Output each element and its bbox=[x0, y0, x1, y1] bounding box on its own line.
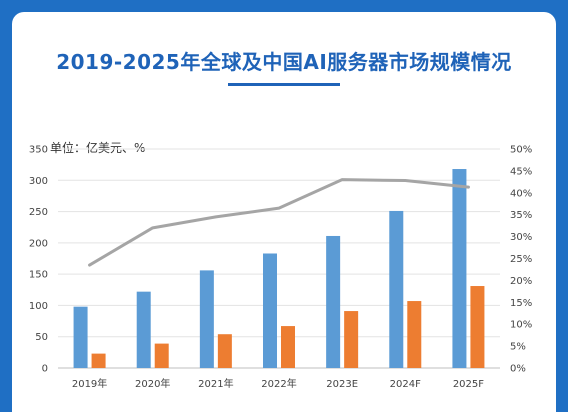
line-point bbox=[467, 185, 470, 189]
page-title: 2019-2025年全球及中国AI服务器市场规模情况 bbox=[56, 50, 512, 74]
bar-series-1-bar bbox=[326, 235, 341, 368]
bar-series-2-bar bbox=[154, 343, 169, 368]
bar-series-1-bar bbox=[452, 169, 467, 368]
right-axis-tick-label: 15% bbox=[510, 298, 532, 309]
unit-label: 单位：亿美元、% bbox=[50, 141, 146, 155]
bar-series bbox=[73, 169, 485, 368]
category-label: 2024F bbox=[390, 379, 421, 390]
right-axis-tick-label: 40% bbox=[510, 188, 532, 199]
category-label: 2020年 bbox=[135, 377, 170, 390]
left-axis-tick-label: 50 bbox=[35, 332, 48, 343]
line-point bbox=[151, 226, 154, 230]
category-label: 2021年 bbox=[198, 377, 233, 390]
left-axis-tick-label: 200 bbox=[29, 238, 48, 249]
category-label: 2025F bbox=[453, 379, 484, 390]
title-underline bbox=[228, 83, 340, 86]
category-label: 2022年 bbox=[261, 377, 296, 390]
right-axis-tick-label: 35% bbox=[510, 210, 532, 221]
bar-series-1-bar bbox=[136, 291, 151, 368]
line-point bbox=[214, 215, 218, 219]
right-axis-tick-label: 20% bbox=[510, 276, 532, 287]
line-point bbox=[88, 263, 91, 267]
left-axis-tick-label: 0 bbox=[42, 364, 48, 375]
bar-series-1-bar bbox=[263, 253, 277, 368]
grid-lines bbox=[58, 148, 500, 369]
bar-series-1-bar bbox=[73, 306, 88, 368]
category-label: 2023E bbox=[326, 379, 358, 390]
line-series-1 bbox=[88, 178, 470, 267]
left-axis-tick-label: 100 bbox=[29, 301, 48, 312]
bar-series-1-bar bbox=[199, 270, 214, 368]
bar-series-2-bar bbox=[281, 326, 295, 368]
left-axis-tick-label: 300 bbox=[29, 176, 48, 187]
left-axis-tick-label: 350 bbox=[29, 145, 48, 156]
bar-series-1-bar bbox=[389, 210, 404, 368]
right-axis-tick-label: 10% bbox=[510, 320, 532, 331]
line-point bbox=[404, 179, 407, 182]
line-point bbox=[277, 206, 281, 210]
bar-series-2-bar bbox=[217, 334, 232, 368]
right-axis-tick-label: 5% bbox=[510, 342, 526, 353]
line-point bbox=[340, 178, 344, 181]
right-axis-tick-label: 50% bbox=[510, 145, 532, 156]
right-axis-tick-label: 25% bbox=[510, 254, 532, 265]
left-axis-tick-label: 250 bbox=[29, 207, 48, 218]
tick-labels: 0 50 100 150 200 250 300 350 0% 5% 10% 15% 20% 25% 30%… bbox=[29, 145, 532, 391]
right-axis-tick-label: 30% bbox=[510, 232, 532, 243]
bar-series-2-bar bbox=[91, 353, 106, 368]
combo-chart: 0 50 100 150 200 250 300 350 0% 5% 10% 15% 20% 25% 30%… bbox=[29, 145, 532, 391]
bar-series-2-bar bbox=[470, 286, 485, 368]
right-axis-tick-label: 45% bbox=[510, 166, 532, 177]
bar-series-2-bar bbox=[407, 301, 422, 368]
line-series bbox=[88, 178, 470, 267]
left-axis-tick-label: 150 bbox=[29, 270, 48, 281]
right-axis-tick-label: 0% bbox=[510, 364, 526, 375]
bar-series-2-bar bbox=[344, 311, 359, 368]
category-label: 2019年 bbox=[72, 377, 107, 390]
